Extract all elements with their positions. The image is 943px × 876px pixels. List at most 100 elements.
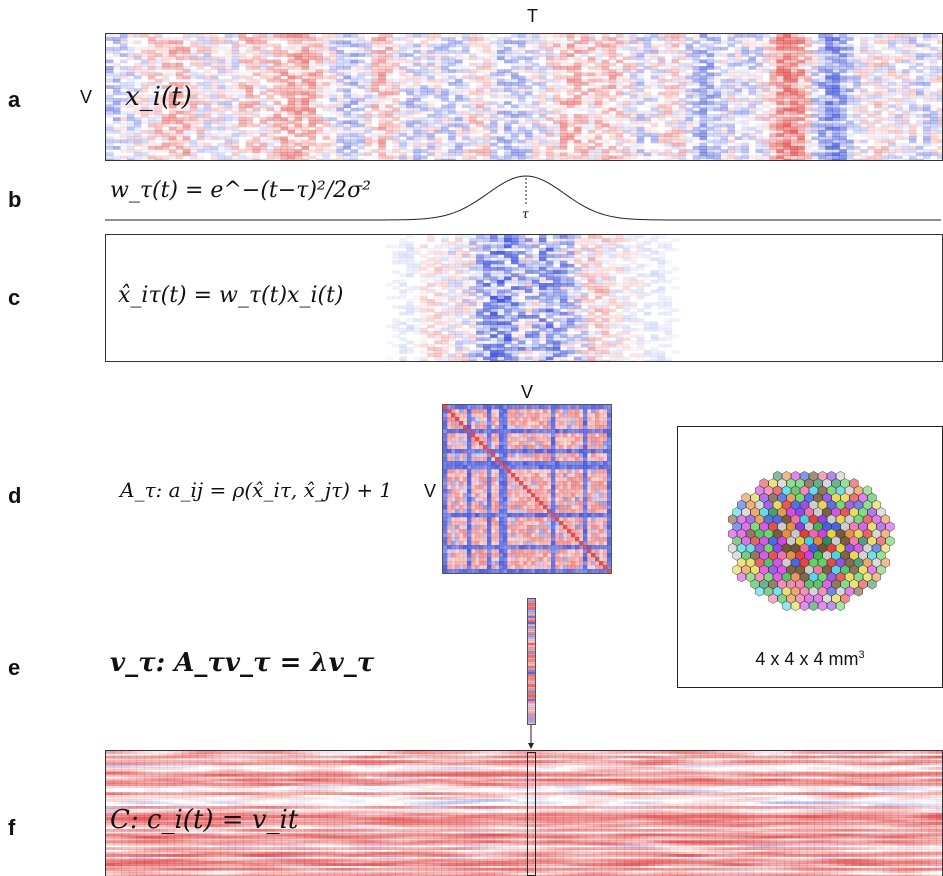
heatmap-a-cell xyxy=(518,139,526,144)
heatmap-a-cell xyxy=(692,133,701,137)
heatmap-a-cell xyxy=(888,155,896,160)
heatmap-a-cell xyxy=(420,75,428,80)
heatmap-a-cell xyxy=(196,94,205,99)
heatmap-a-cell xyxy=(308,101,316,105)
heatmap-a-cell xyxy=(888,85,896,89)
heatmap-c-cell xyxy=(594,241,603,246)
heatmap-a-cell xyxy=(545,146,554,150)
heatmap-a-cell xyxy=(133,56,142,61)
heatmap-a-cell xyxy=(308,37,316,41)
heatmap-a-cell xyxy=(874,158,882,160)
heatmap-c-cell xyxy=(587,292,596,297)
heatmap-a-cell xyxy=(168,62,177,67)
heatmap-a-cell xyxy=(385,82,393,86)
heatmap-a-cell xyxy=(224,123,233,128)
heatmap-c-cell xyxy=(399,321,407,326)
heatmap-c-cell xyxy=(594,270,603,274)
heatmap-a-cell xyxy=(930,62,938,67)
heatmap-a-cell xyxy=(126,139,135,144)
heatmap-a-cell xyxy=(685,88,694,93)
heatmap-a-cell xyxy=(133,75,142,80)
heatmap-a-cell xyxy=(308,91,316,96)
heatmap-a-cell xyxy=(266,155,275,160)
heatmap-a-cell xyxy=(608,130,617,134)
heatmap-a-cell xyxy=(343,82,351,86)
heatmap-a-cell xyxy=(818,37,826,41)
heatmap-a-cell xyxy=(559,56,568,61)
heatmap-a-cell xyxy=(280,117,289,121)
heatmap-a-cell xyxy=(266,59,275,64)
heatmap-a-cell xyxy=(427,56,435,61)
heatmap-a-cell xyxy=(406,136,414,141)
heatmap-a-cell xyxy=(238,56,247,61)
heatmap-a-cell xyxy=(287,104,296,109)
heatmap-c-graphic xyxy=(385,235,680,361)
heatmap-a-cell xyxy=(657,110,666,115)
heatmap-a-cell xyxy=(175,75,184,80)
heatmap-a-cell xyxy=(909,155,917,160)
heatmap-a-cell xyxy=(210,72,219,77)
heatmap-a-cell xyxy=(860,149,868,153)
heatmap-a-cell xyxy=(685,62,694,67)
heatmap-c-cell xyxy=(511,270,519,274)
heatmap-a-cell xyxy=(518,152,526,157)
heatmap-c-cell xyxy=(601,241,610,246)
heatmap-a-cell xyxy=(888,114,896,118)
heatmap-a-cell xyxy=(769,107,777,112)
heatmap-a-cell xyxy=(615,75,624,80)
heatmap-a-cell xyxy=(217,66,226,70)
heatmap-a-cell xyxy=(483,50,491,54)
heatmap-c-cell xyxy=(552,311,561,316)
heatmap-a-cell xyxy=(671,152,680,157)
heatmap-a-cell xyxy=(783,50,791,54)
heatmap-a-cell xyxy=(140,155,149,160)
heatmap-a-cell xyxy=(538,34,547,38)
heatmap-a-cell xyxy=(615,133,624,137)
heatmap-a-cell xyxy=(566,34,575,38)
heatmap-a-cell xyxy=(511,126,519,131)
heatmap-a-cell xyxy=(308,50,316,54)
heatmap-a-cell xyxy=(678,53,687,57)
heatmap-a-cell xyxy=(420,146,428,150)
heatmap-a-cell xyxy=(154,136,163,141)
heatmap-a-cell xyxy=(888,149,896,153)
heatmap-a-cell xyxy=(329,88,337,93)
heatmap-a-cell xyxy=(734,37,742,41)
heatmap-a-cell xyxy=(308,53,316,57)
heatmap-a-cell xyxy=(308,62,316,67)
heatmap-a-cell xyxy=(322,59,330,64)
heatmap-a-cell xyxy=(252,136,261,141)
heatmap-a-cell xyxy=(182,152,191,157)
heatmap-a-cell xyxy=(504,69,512,73)
heatmap-a-cell xyxy=(587,91,596,96)
heatmap-a-cell xyxy=(629,123,638,128)
heatmap-a-cell xyxy=(210,78,219,83)
heatmap-a-cell xyxy=(909,146,917,150)
heatmap-a-cell xyxy=(671,107,680,112)
heatmap-a-cell xyxy=(252,130,261,134)
heatmap-c-cell xyxy=(573,324,582,329)
heatmap-a-cell xyxy=(930,130,938,134)
heatmap-a-cell xyxy=(280,82,289,86)
heatmap-a-cell xyxy=(322,75,330,80)
heatmap-a-cell xyxy=(706,50,715,54)
heatmap-c-cell xyxy=(559,299,568,303)
heatmap-a-cell xyxy=(364,43,372,48)
heatmap-a-cell xyxy=(776,142,784,147)
heatmap-a-cell xyxy=(846,69,854,73)
heatmap-a-cell xyxy=(755,155,763,160)
heatmap-c-cell xyxy=(518,279,526,284)
heatmap-a-cell xyxy=(518,34,526,38)
heatmap-a-cell xyxy=(902,88,910,93)
heatmap-a-cell xyxy=(881,72,889,77)
heatmap-c-cell xyxy=(413,267,421,271)
heatmap-a-cell xyxy=(182,149,191,153)
heatmap-c-cell xyxy=(601,267,610,271)
heatmap-a-cell xyxy=(119,53,128,57)
heatmap-a-cell xyxy=(343,50,351,54)
heatmap-a-cell xyxy=(476,120,484,125)
heatmap-a-cell xyxy=(434,152,442,157)
heatmap-a-cell xyxy=(881,136,889,141)
heatmap-a-cell xyxy=(189,104,198,109)
heatmap-a-cell xyxy=(832,126,840,131)
